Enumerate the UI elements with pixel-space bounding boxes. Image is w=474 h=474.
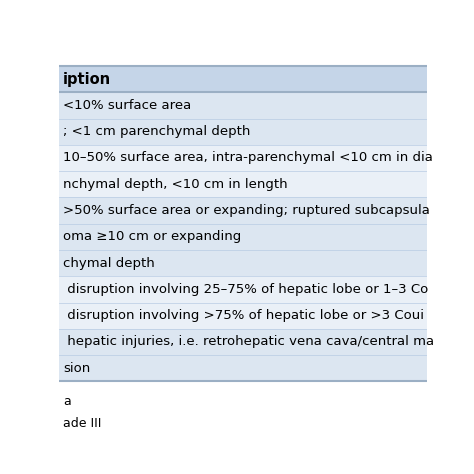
Text: a: a — [63, 395, 71, 408]
Text: nchymal depth, <10 cm in length: nchymal depth, <10 cm in length — [63, 178, 288, 191]
Text: chymal depth: chymal depth — [63, 256, 155, 270]
Text: disruption involving >75% of hepatic lobe or >3 Coui: disruption involving >75% of hepatic lob… — [63, 309, 424, 322]
Text: hepatic injuries, i.e. retrohepatic vena cava/central ma: hepatic injuries, i.e. retrohepatic vena… — [63, 336, 434, 348]
Bar — [59, 224, 427, 250]
Bar — [59, 197, 427, 224]
Text: disruption involving 25–75% of hepatic lobe or 1–3 Co: disruption involving 25–75% of hepatic l… — [63, 283, 428, 296]
Text: iption: iption — [63, 72, 111, 87]
Bar — [59, 145, 427, 171]
Bar — [59, 118, 427, 145]
Text: <10% surface area: <10% surface area — [63, 99, 191, 112]
Text: ; <1 cm parenchymal depth: ; <1 cm parenchymal depth — [63, 125, 250, 138]
Bar — [59, 302, 427, 329]
Bar — [59, 250, 427, 276]
Bar — [59, 92, 427, 118]
Bar — [59, 276, 427, 302]
Text: sion: sion — [63, 362, 90, 375]
Text: ade III: ade III — [63, 417, 101, 430]
Bar — [59, 66, 427, 92]
Text: oma ≥10 cm or expanding: oma ≥10 cm or expanding — [63, 230, 241, 243]
Text: 10–50% surface area, intra-parenchymal <10 cm in dia: 10–50% surface area, intra-parenchymal <… — [63, 152, 433, 164]
Text: >50% surface area or expanding; ruptured subcapsula: >50% surface area or expanding; ruptured… — [63, 204, 430, 217]
Bar — [59, 329, 427, 355]
Bar — [59, 171, 427, 197]
Bar — [59, 355, 427, 382]
